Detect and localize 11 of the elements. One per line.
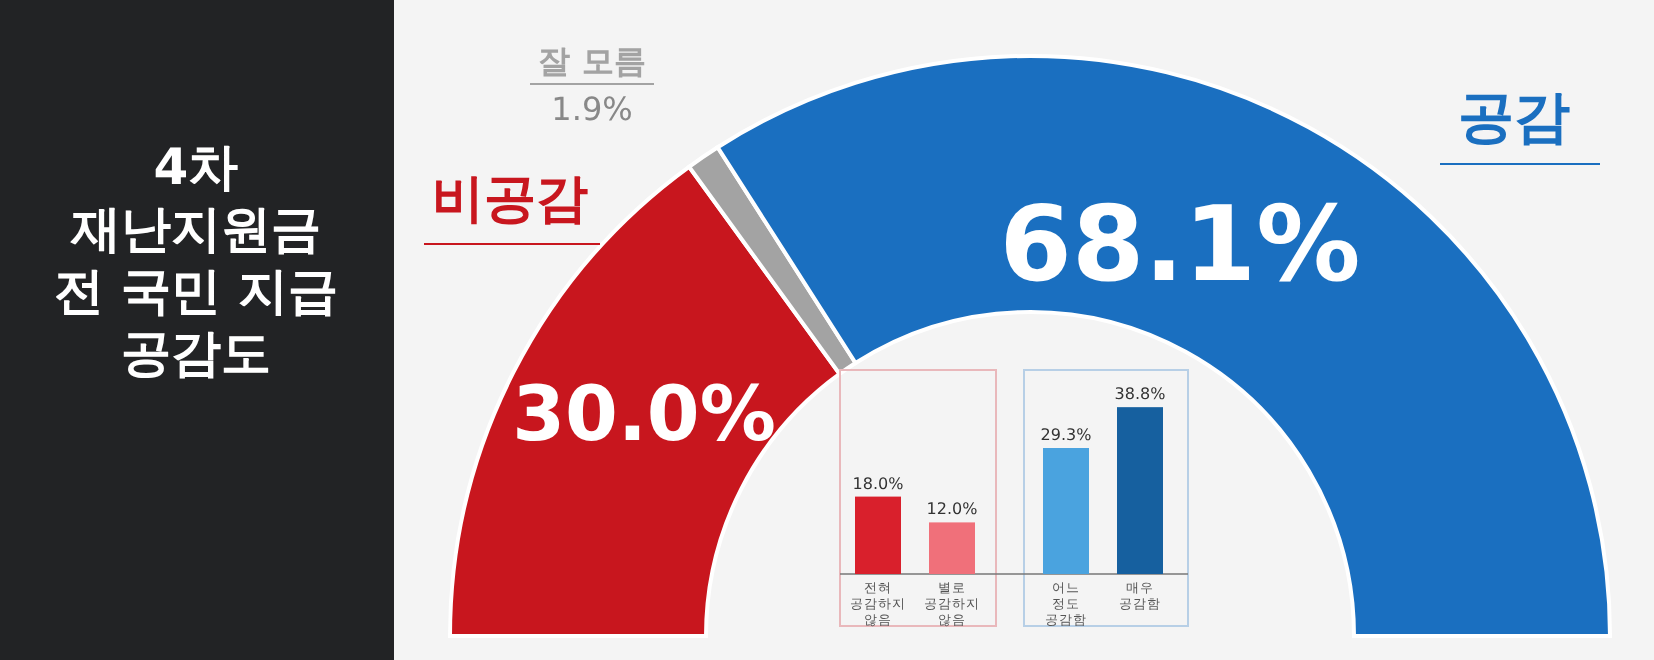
slice-label: 비공감 xyxy=(432,170,588,230)
slice-label: 공감 xyxy=(1458,84,1570,150)
data-label: 1.9% xyxy=(551,90,633,128)
data-label: 30.0% xyxy=(512,370,776,458)
data-label: 18.0% xyxy=(852,474,905,493)
data-label: 12.0% xyxy=(926,500,979,519)
slice-label: 잘 모름 xyxy=(538,42,646,80)
data-label: 68.1% xyxy=(999,186,1361,306)
text: 4차 재난지원금 전 국민 지급 공감도 xyxy=(53,138,339,382)
data-label: 38.8% xyxy=(1114,385,1167,404)
data-label: 29.3% xyxy=(1040,426,1093,445)
